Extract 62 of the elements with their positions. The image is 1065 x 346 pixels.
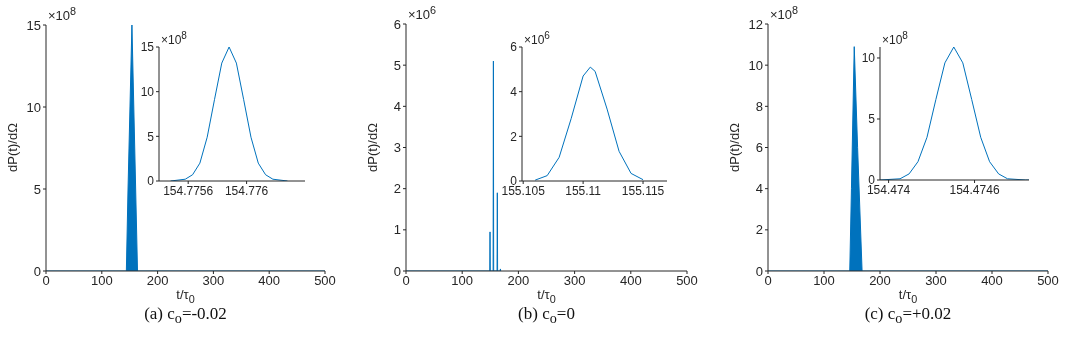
- text: (c) c$_{o}$=+0.02: [863, 304, 953, 328]
- y-tick-label: 0: [393, 263, 401, 279]
- annotation: ×10$^{8}$: [161, 30, 187, 47]
- y-tick-label: 5: [147, 129, 155, 144]
- y-tick-label: 1: [393, 222, 401, 238]
- annotation: ×10$^{8}$: [882, 30, 908, 47]
- x-tick-label: 200: [507, 273, 530, 289]
- x-tick-label: 100: [813, 273, 835, 289]
- y-tick-label: 5: [33, 181, 41, 197]
- x-tick-label: 400: [619, 273, 642, 289]
- y-tick-label: 2: [393, 181, 401, 197]
- y-tick-label: 0: [33, 263, 41, 279]
- text: ×10$^{8}$: [770, 4, 799, 23]
- x-axis-title: t/τ$_{0}$: [536, 287, 557, 305]
- annotation: ×10$^{6}$: [524, 30, 550, 47]
- y-axis-title: dP(t)/dΩ: [364, 121, 380, 174]
- x-tick-label: 100: [90, 273, 113, 289]
- y-tick-label: 10: [861, 51, 876, 66]
- x-tick-label: 400: [981, 273, 1003, 289]
- y-tick-label: 5: [393, 57, 401, 73]
- y-tick-label: 15: [26, 17, 41, 33]
- x-tick-label: 400: [258, 273, 281, 289]
- x-tick-label: 500: [1037, 273, 1059, 289]
- y-tick-label: 5: [868, 112, 876, 127]
- x-tick-label: 154.776: [224, 183, 269, 198]
- y-tick-label: 15: [140, 40, 155, 55]
- y-tick-label: 12: [748, 16, 763, 32]
- x-tick-label: 200: [146, 273, 169, 289]
- x-axis-title: t/τ$_{0}$: [175, 287, 196, 305]
- line-series: [534, 66, 644, 181]
- y-tick-label: 2: [755, 222, 763, 238]
- y-tick-label: 4: [393, 98, 401, 114]
- text: (a) c$_{o}$=-0.02: [143, 304, 228, 328]
- y-tick-label: 10: [26, 99, 41, 115]
- x-tick-label: 100: [451, 273, 474, 289]
- y-tick-label: 3: [393, 140, 401, 156]
- x-tick-label: 300: [202, 273, 225, 289]
- y-tick-label: 6: [510, 40, 518, 55]
- x-tick-label: 154.7756: [163, 183, 214, 198]
- y-tick-label: 6: [393, 16, 401, 32]
- x-tick-label: 155.115: [621, 183, 665, 198]
- x-tick-label: 155.11: [565, 183, 602, 198]
- y-tick-label: 0: [755, 263, 763, 279]
- x-axis-title: t/τ$_{0}$: [897, 287, 919, 305]
- y-tick-label: 10: [748, 57, 763, 73]
- y-tick-label: 2: [510, 129, 518, 144]
- text: (b) c$_{o}$=0: [517, 304, 576, 328]
- y-tick-label: 4: [510, 84, 518, 99]
- y-tick-label: 10: [140, 84, 155, 99]
- y-tick-label: 4: [755, 181, 763, 197]
- x-tick-label: 500: [676, 273, 698, 289]
- y-axis-title: dP(t)/dΩ: [4, 122, 20, 174]
- x-tick-label: 500: [314, 273, 336, 289]
- text: ×10$^{6}$: [408, 4, 437, 23]
- x-tick-label: 154.4746: [949, 182, 1000, 197]
- x-tick-label: 300: [925, 273, 947, 289]
- text: ×10$^{8}$: [48, 5, 77, 24]
- y-tick-label: 8: [755, 98, 763, 114]
- y-axis-title: dP(t)/dΩ: [726, 121, 742, 174]
- y-tick-label: 6: [755, 140, 763, 156]
- x-tick-label: 200: [869, 273, 891, 289]
- x-tick-label: 300: [563, 273, 586, 289]
